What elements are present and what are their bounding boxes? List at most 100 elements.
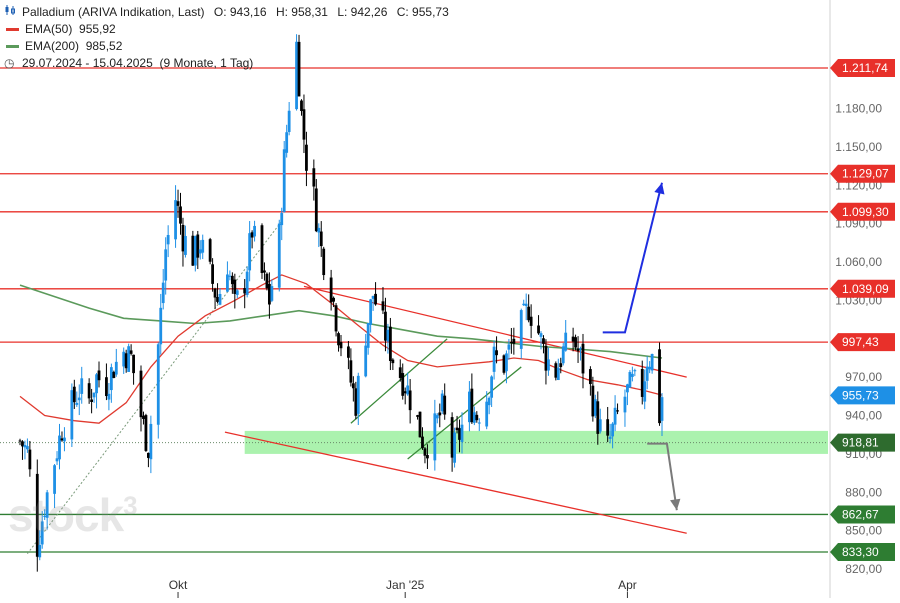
candle-body bbox=[369, 299, 373, 325]
candle-body bbox=[366, 323, 370, 348]
y-tick-label: 1.150,00 bbox=[835, 140, 882, 154]
candle-body bbox=[38, 544, 42, 558]
candle-body bbox=[475, 414, 479, 421]
candle-body bbox=[547, 359, 550, 371]
candle-body bbox=[149, 423, 153, 460]
candle-body bbox=[443, 395, 447, 415]
candle-body bbox=[35, 473, 39, 557]
candle-body bbox=[608, 436, 612, 439]
candle-body bbox=[374, 293, 377, 305]
level-3-badge-label: 1.039,09 bbox=[842, 282, 889, 296]
candle-body bbox=[640, 368, 644, 397]
support-zone bbox=[244, 430, 828, 454]
candle-body bbox=[539, 333, 543, 337]
candle-body bbox=[263, 270, 266, 273]
candle-body bbox=[458, 428, 461, 440]
candle-body bbox=[332, 297, 335, 302]
candle-body bbox=[512, 338, 516, 344]
ema200-label: EMA(200) bbox=[25, 39, 80, 53]
candle-body bbox=[53, 465, 56, 494]
candle-body bbox=[26, 446, 29, 450]
candle-body bbox=[312, 168, 316, 187]
legend-period-row: ◷ 29.07.2024 - 15.04.2025 (9 Monate, 1 T… bbox=[4, 55, 455, 72]
candle-body bbox=[139, 370, 143, 418]
candle-body bbox=[421, 436, 424, 449]
candle-body bbox=[265, 273, 269, 289]
trendline-bull-channel-upper bbox=[350, 338, 448, 424]
open-value: O: 943,16 bbox=[213, 5, 267, 19]
candle-body bbox=[95, 374, 98, 394]
trendline-bull-channel-lower bbox=[407, 366, 522, 460]
level-6-badge bbox=[830, 543, 895, 561]
y-tick-label: 1.060,00 bbox=[835, 255, 882, 269]
candle-body bbox=[364, 345, 368, 377]
candle-body bbox=[630, 373, 634, 377]
candle-body bbox=[542, 338, 545, 344]
candle-body bbox=[174, 200, 177, 240]
y-tick-label: 970,00 bbox=[845, 370, 882, 384]
arrow-down-shaft bbox=[647, 442, 678, 511]
candle-body bbox=[184, 236, 187, 255]
y-tick-label: 880,00 bbox=[845, 485, 882, 499]
candle-body bbox=[556, 367, 560, 381]
candle-body bbox=[492, 346, 496, 372]
trendline-downtrend-lower bbox=[224, 431, 687, 534]
candlestick-icon bbox=[4, 4, 18, 21]
legend-ohlc: Palladium (ARIVA Indikation, Last) O: 94… bbox=[22, 4, 455, 21]
candle-body bbox=[537, 325, 540, 334]
candle-body bbox=[509, 341, 513, 343]
candle-body bbox=[356, 375, 360, 414]
chart-legend: Palladium (ARIVA Indikation, Last) O: 94… bbox=[4, 4, 455, 72]
candle-body bbox=[282, 149, 286, 212]
candle-body bbox=[406, 385, 410, 395]
candle-body bbox=[581, 343, 585, 374]
candle-body bbox=[322, 248, 326, 276]
candle-body bbox=[245, 271, 249, 295]
candle-body bbox=[354, 388, 358, 416]
candle-body bbox=[495, 350, 498, 356]
zone-badge bbox=[830, 433, 895, 452]
candle-body bbox=[347, 346, 350, 358]
level-3-badge bbox=[830, 279, 895, 298]
candle-body bbox=[401, 373, 405, 396]
candle-body bbox=[384, 311, 387, 341]
candle-body bbox=[423, 448, 427, 456]
candle-body bbox=[460, 424, 464, 442]
candle-body bbox=[554, 363, 558, 378]
candle-body bbox=[105, 377, 108, 397]
candle-body bbox=[505, 353, 508, 372]
candle-body bbox=[305, 144, 308, 171]
candle-body bbox=[211, 264, 214, 284]
candle-body bbox=[571, 336, 575, 342]
candle-body bbox=[591, 385, 595, 417]
candle-body bbox=[596, 401, 600, 434]
close-value: C: 955,73 bbox=[396, 5, 449, 19]
candle-body bbox=[193, 236, 197, 266]
candle-body bbox=[142, 415, 145, 419]
candle-body bbox=[574, 337, 577, 348]
level-2-badge-label: 1.099,30 bbox=[842, 205, 889, 219]
trendline-downtrend-upper bbox=[303, 285, 687, 378]
candle-body bbox=[161, 282, 165, 304]
candle-body bbox=[18, 440, 22, 442]
candle-body bbox=[527, 306, 531, 321]
candle-body bbox=[408, 390, 412, 411]
candle-body bbox=[468, 391, 471, 423]
candle-body bbox=[398, 367, 402, 378]
level-5-badge-label: 862,67 bbox=[842, 507, 879, 521]
candle-body bbox=[243, 288, 247, 294]
candle-body bbox=[226, 274, 229, 292]
candle-body bbox=[349, 360, 353, 383]
candle-body bbox=[522, 303, 526, 306]
candle-body bbox=[45, 492, 49, 518]
candle-body bbox=[21, 441, 24, 447]
low-value: L: 942,26 bbox=[337, 5, 388, 19]
candle-body bbox=[472, 412, 476, 423]
candle-body bbox=[648, 366, 652, 370]
candle-body bbox=[470, 388, 474, 423]
candle-body bbox=[208, 239, 212, 262]
candle-body bbox=[287, 110, 291, 132]
candle-body bbox=[613, 407, 617, 425]
